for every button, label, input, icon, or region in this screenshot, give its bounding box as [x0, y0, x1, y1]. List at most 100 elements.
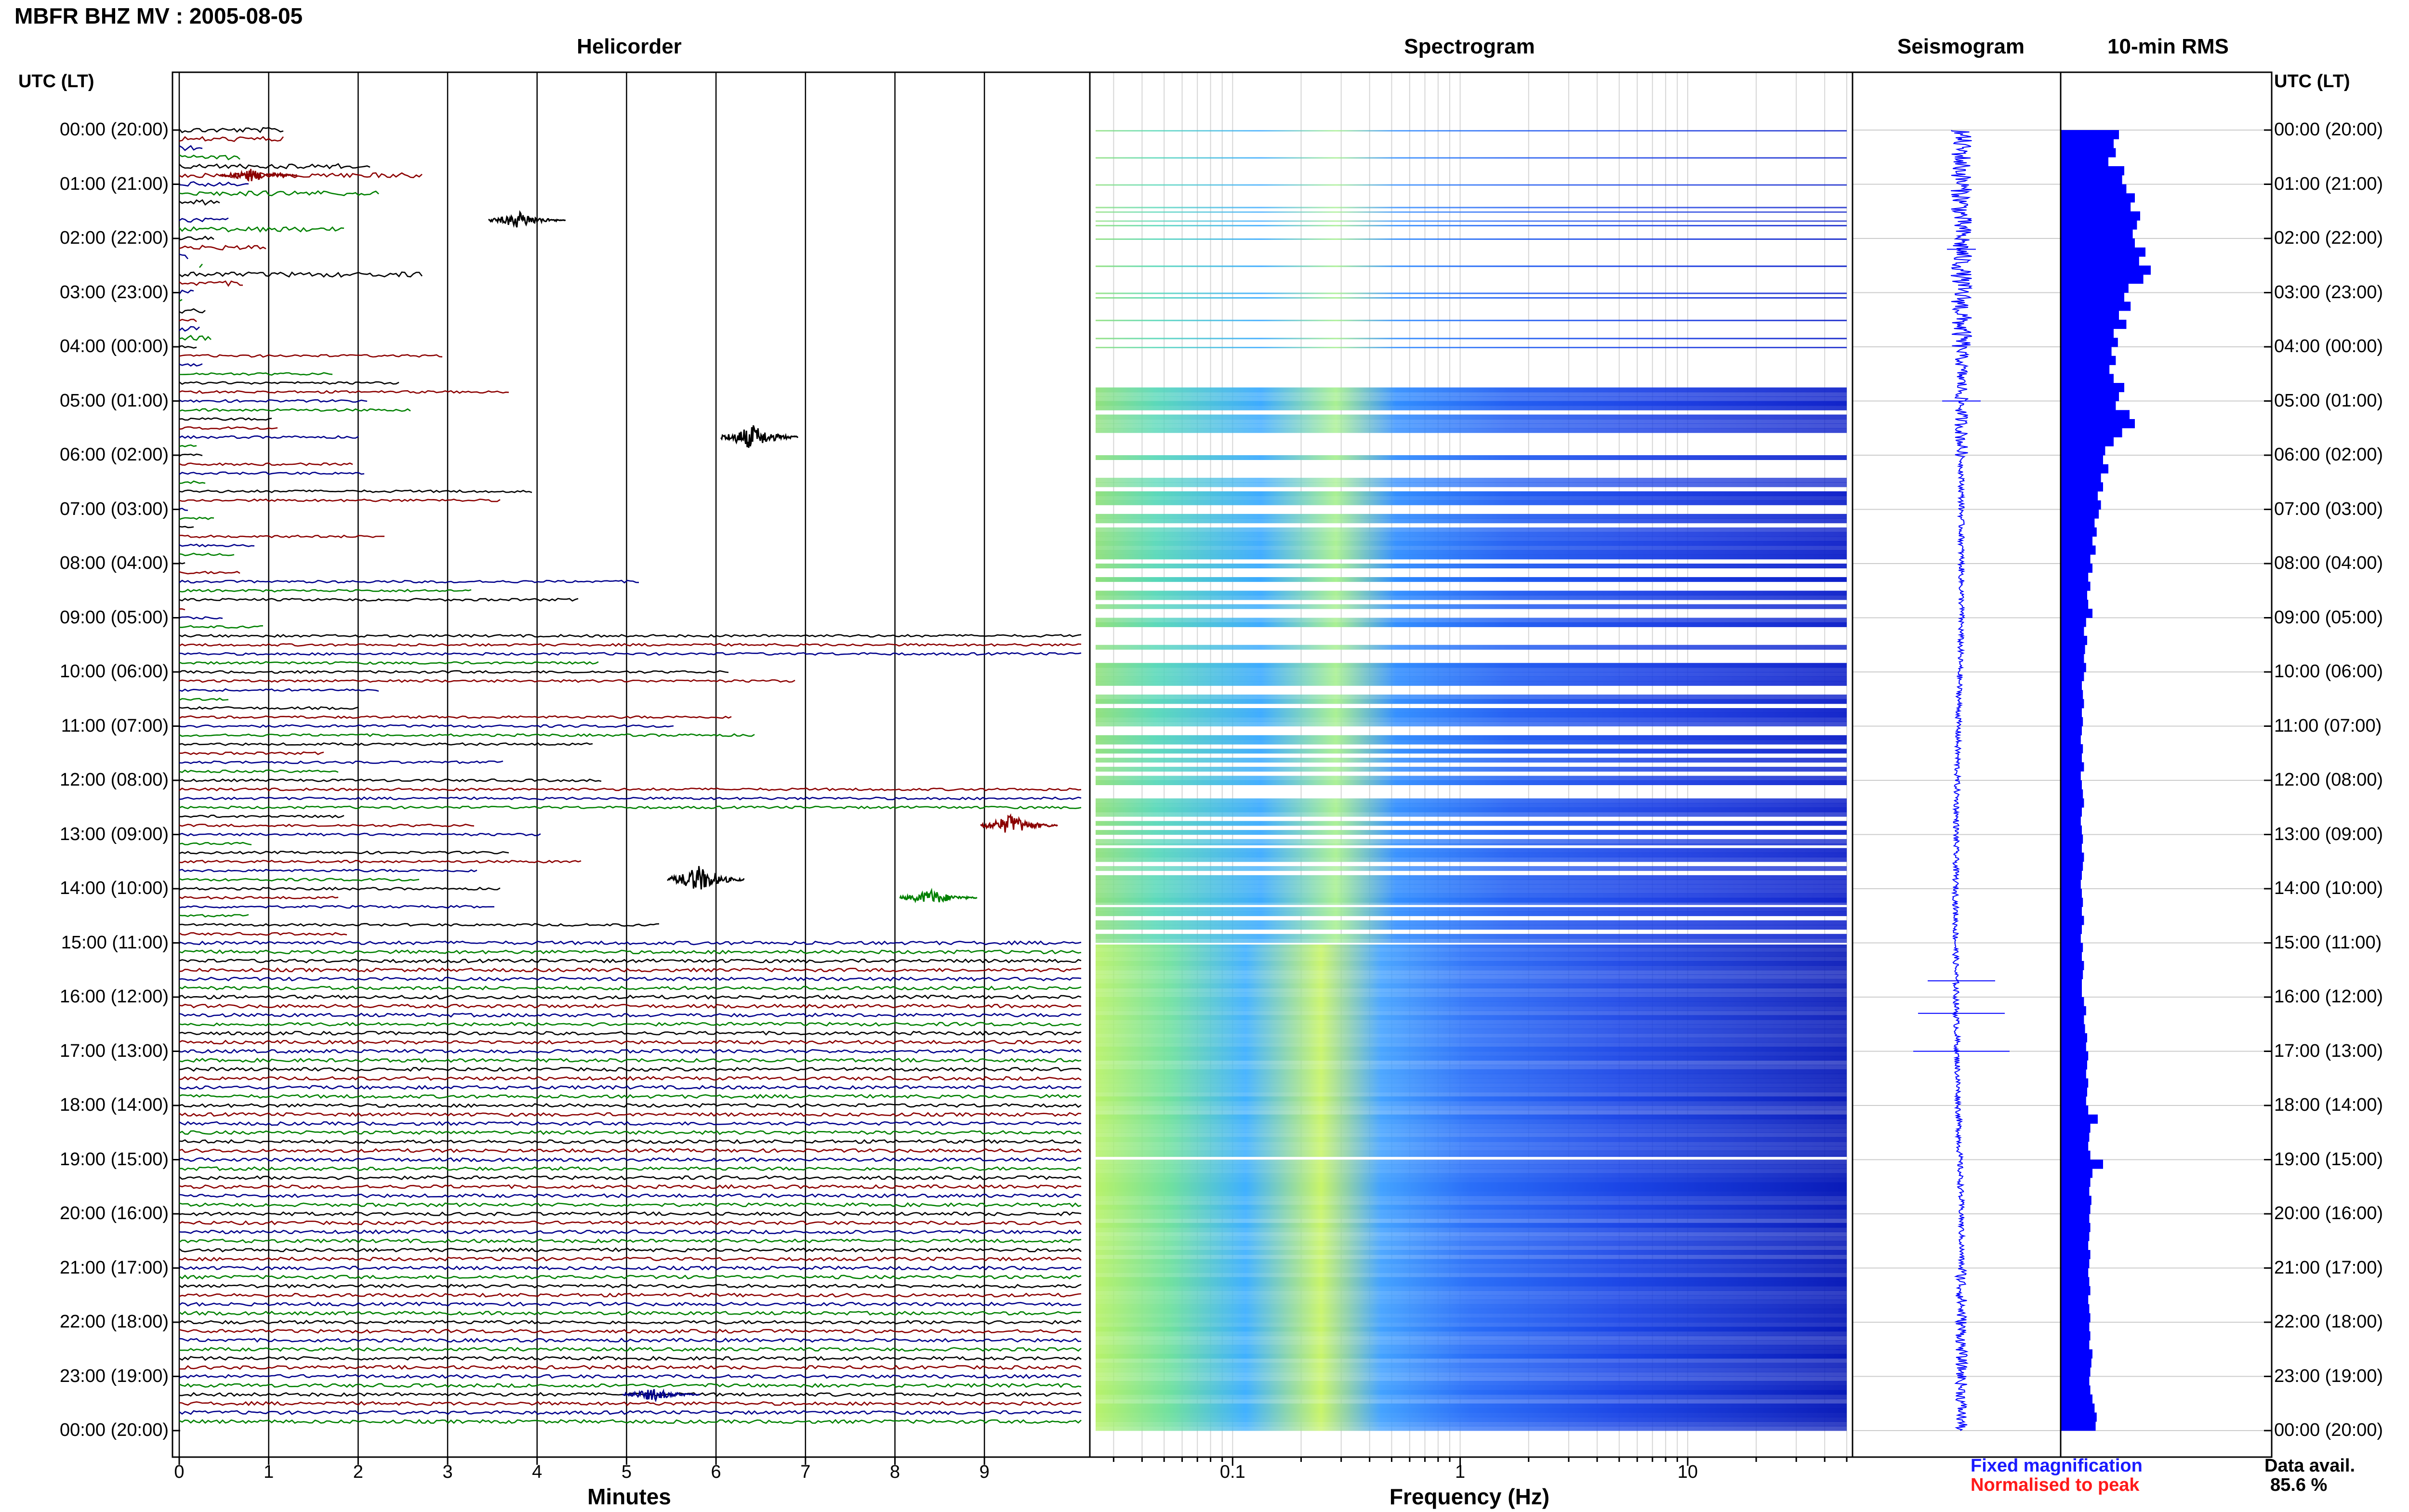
- spectrogram-row: [1096, 1011, 1847, 1016]
- helicorder-trace: [179, 1419, 1082, 1424]
- frequency-tick-label: 10: [1677, 1462, 1698, 1482]
- rms-bar: [2061, 311, 2119, 320]
- rms-bar: [2061, 392, 2119, 401]
- spectrogram-row: [1096, 667, 1847, 672]
- time-label-right: 03:00 (23:00): [2274, 282, 2383, 302]
- spectrogram-row: [1096, 1178, 1847, 1183]
- rms-bar: [2061, 500, 2101, 510]
- time-label-right: 07:00 (03:00): [2274, 499, 2383, 519]
- rms-bar: [2061, 1394, 2092, 1404]
- spectrogram-row: [1096, 776, 1847, 781]
- rms-bar: [2061, 870, 2082, 880]
- spectrogram-row: [1096, 577, 1847, 582]
- spectrogram-row: [1096, 1354, 1847, 1359]
- utc-axis-header-right: UTC (LT): [2274, 71, 2350, 92]
- spectrogram-row: [1096, 1254, 1847, 1260]
- helicorder-trace: [179, 634, 1082, 638]
- minutes-axis-title: Minutes: [587, 1484, 671, 1509]
- time-label-left: 09:00 (05:00): [59, 607, 169, 628]
- helicorder-trace: [179, 236, 214, 241]
- rms-bar: [2061, 672, 2084, 682]
- helicorder-trace: [179, 1355, 1082, 1361]
- rms-bar: [2061, 1169, 2092, 1178]
- helicorder-trace: [179, 1283, 1082, 1289]
- spectrogram-row: [1096, 1421, 1847, 1427]
- spectrogram-row: [1096, 482, 1847, 487]
- spectrogram-row: [1096, 618, 1847, 623]
- spectrogram-row: [1096, 532, 1847, 537]
- time-label-right: 05:00 (01:00): [2274, 390, 2383, 411]
- rms-bar: [2061, 1286, 2091, 1296]
- spectrogram-row: [1096, 766, 1847, 772]
- rms-bar: [2061, 1069, 2086, 1079]
- spectrogram-row: [1096, 983, 1847, 988]
- helicorder-trace: [179, 923, 660, 927]
- helicorder-trace: [179, 299, 183, 302]
- spectrogram-row: [1096, 1259, 1847, 1264]
- spectrogram-row: [1096, 1164, 1847, 1169]
- helicorder-trace: [179, 1103, 1082, 1108]
- spectrogram-row: [1096, 405, 1847, 410]
- helicorder-trace: [179, 326, 200, 332]
- rms-bar: [2061, 1232, 2090, 1241]
- spectrogram-row: [1096, 1295, 1847, 1300]
- helicorder-trace: [179, 851, 509, 855]
- spectrogram-gap: [1096, 905, 1847, 907]
- spectrogram-row: [1096, 933, 1847, 939]
- spectrogram-row: [1096, 672, 1847, 677]
- helicorder-trace: [179, 381, 399, 385]
- rms-bar: [2061, 1313, 2091, 1323]
- time-label-left: 13:00 (09:00): [59, 824, 169, 844]
- rms-bar: [2061, 880, 2081, 889]
- rms-bar: [2061, 644, 2085, 654]
- spectrogram-row: [1096, 663, 1847, 668]
- rms-bar: [2061, 1024, 2085, 1034]
- time-label-left: 00:00 (20:00): [59, 119, 169, 140]
- time-label-left: 03:00 (23:00): [59, 282, 169, 302]
- rms-bar: [2061, 1268, 2089, 1277]
- helicorder-trace: [179, 516, 214, 520]
- helicorder-trace: [179, 534, 384, 539]
- rms-bar: [2061, 275, 2144, 284]
- rms-bar: [2061, 1304, 2090, 1314]
- helicorder-trace: [179, 859, 582, 864]
- minute-tick-label: 9: [979, 1462, 990, 1482]
- spectrogram-row: [1096, 992, 1847, 998]
- helicorder-trace: [179, 543, 255, 548]
- spectrogram-row: [1096, 1173, 1847, 1178]
- time-label-left: 12:00 (08:00): [59, 770, 169, 790]
- spectrogram-row: [1096, 604, 1847, 609]
- spectrogram-row: [1096, 798, 1847, 803]
- time-label-left: 15:00 (11:00): [61, 932, 169, 953]
- rms-bar: [2061, 952, 2082, 961]
- spectrogram-row: [1096, 1047, 1847, 1052]
- spectrogram-row: [1096, 347, 1847, 348]
- spectrogram-row: [1096, 911, 1847, 916]
- rms-bar: [2061, 843, 2082, 853]
- rms-bar: [2061, 608, 2092, 618]
- rms-bar: [2061, 681, 2082, 690]
- rms-bar: [2061, 1142, 2089, 1151]
- spectrogram-row: [1096, 1006, 1847, 1011]
- rms-bar: [2061, 554, 2091, 564]
- spectrogram-row: [1096, 1028, 1847, 1034]
- rms-bar: [2061, 1096, 2086, 1106]
- time-label-right: 13:00 (09:00): [2274, 824, 2383, 844]
- rms-bar: [2061, 1358, 2091, 1368]
- spectrogram-row: [1096, 1214, 1847, 1219]
- spectrogram-row: [1096, 220, 1847, 222]
- helicorder-trace: [179, 1184, 1082, 1190]
- rms-bar: [2061, 1205, 2091, 1214]
- helicorder-trace: [179, 895, 339, 900]
- rms-bar: [2061, 166, 2124, 176]
- helicorder-trace: [179, 914, 249, 918]
- time-label-left: 02:00 (22:00): [59, 228, 169, 248]
- spectrogram-row: [1096, 1169, 1847, 1174]
- time-label-right: 21:00 (17:00): [2274, 1257, 2383, 1278]
- spectrogram-row: [1096, 157, 1847, 159]
- rms-bar: [2061, 735, 2081, 745]
- rms-bar: [2061, 1123, 2091, 1133]
- rms-bar: [2061, 482, 2103, 492]
- spectrogram-row: [1096, 541, 1847, 546]
- rms-bar: [2061, 1241, 2089, 1250]
